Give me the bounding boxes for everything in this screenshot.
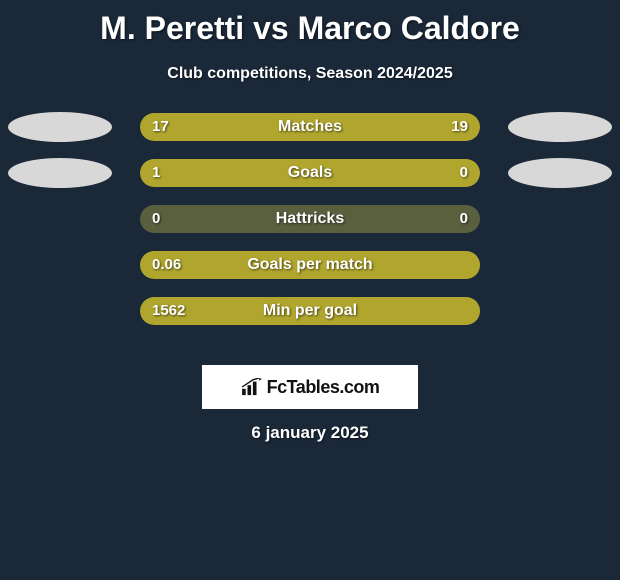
stat-row: Matches17 19 xyxy=(0,113,620,141)
bar-value-left: 1562 xyxy=(152,297,185,325)
player-left-avatar xyxy=(8,112,112,142)
bar-value-left: 1 xyxy=(152,159,160,187)
bar-value-left: 17 xyxy=(152,113,169,141)
stat-row: Goals1 0 xyxy=(0,159,620,187)
bar-track: Goals per match0.06 xyxy=(140,251,480,279)
bar-label: Goals xyxy=(140,159,480,187)
comparison-chart: Matches1719Goals10Hattricks00Goals per m… xyxy=(0,113,620,353)
subtitle: Club competitions, Season 2024/2025 xyxy=(0,65,620,83)
bar-track: Hattricks0 0 xyxy=(140,205,480,233)
page-title: M. Peretti vs Marco Caldore xyxy=(0,0,620,47)
player-left-avatar xyxy=(8,158,112,188)
bar-value-right: 19 xyxy=(451,113,468,141)
bar-label: Min per goal xyxy=(140,297,480,325)
stat-row: Min per goal1562 xyxy=(0,297,620,325)
logo-box: FcTables.com xyxy=(202,365,418,409)
stat-row: Goals per match0.06 xyxy=(0,251,620,279)
stat-row: Hattricks0 0 xyxy=(0,205,620,233)
logo-text: FcTables.com xyxy=(267,377,380,398)
player-right-avatar xyxy=(508,158,612,188)
bar-label: Matches xyxy=(140,113,480,141)
bar-value-right: 0 xyxy=(460,159,468,187)
bar-value-left: 0 xyxy=(152,205,160,233)
bar-track: Goals1 0 xyxy=(140,159,480,187)
bar-label: Goals per match xyxy=(140,251,480,279)
bar-value-left: 0.06 xyxy=(152,251,181,279)
player-right-avatar xyxy=(508,112,612,142)
bar-track: Matches17 19 xyxy=(140,113,480,141)
chart-icon xyxy=(241,378,263,396)
bar-track: Min per goal1562 xyxy=(140,297,480,325)
bar-label: Hattricks xyxy=(140,205,480,233)
date-label: 6 january 2025 xyxy=(0,423,620,443)
bar-value-right: 0 xyxy=(460,205,468,233)
